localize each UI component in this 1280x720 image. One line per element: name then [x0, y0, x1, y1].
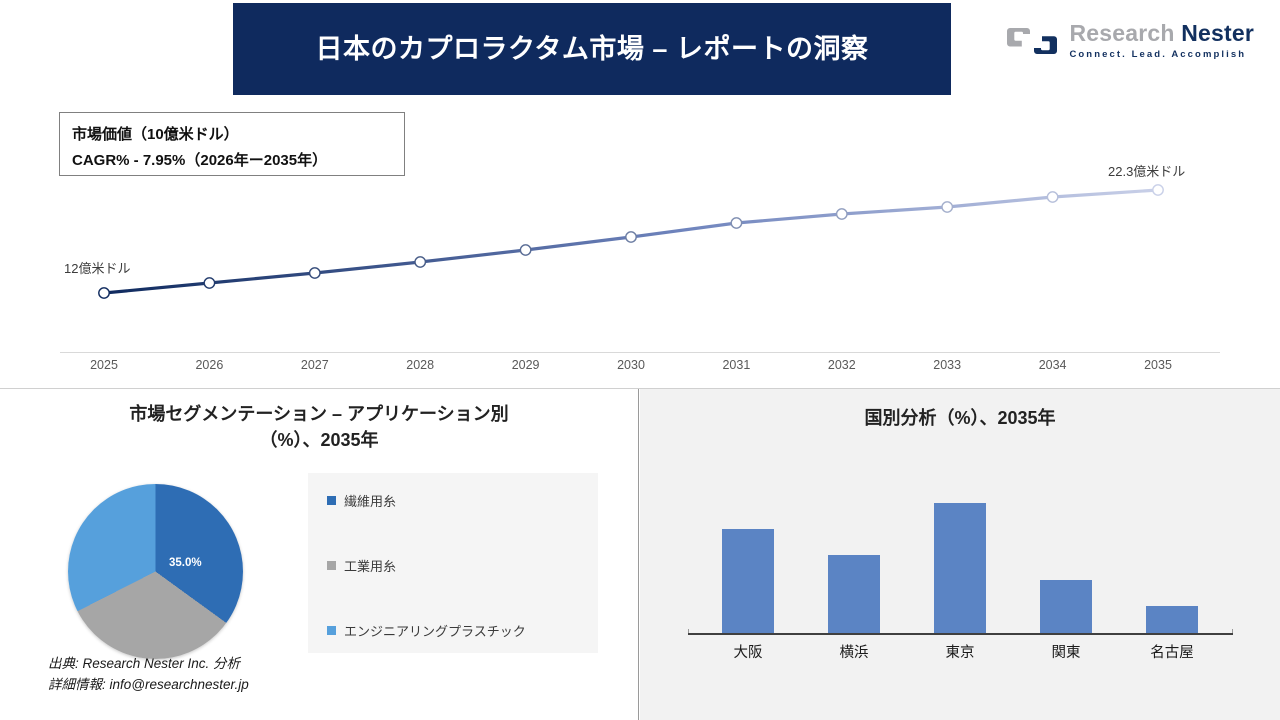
country-analysis-title: 国別分析（%）、2035年 — [864, 408, 1056, 428]
source-line: 出典: Research Nester Inc. 分析 — [48, 656, 241, 671]
line-data-point — [1152, 184, 1164, 196]
market-value-line-chart: 12億米ドル 22.3億米ドル 2025 2026 2027 2028 2029 2030… — [0, 150, 1280, 380]
line-data-point — [98, 287, 110, 299]
line-chart-x-tick: 2032 — [827, 358, 856, 372]
logo-word-nester: Nester — [1181, 20, 1254, 46]
line-chart-x-tick: 2031 — [722, 358, 751, 372]
pie-shape — [68, 484, 243, 659]
line-end-annotation: 22.3億米ドル — [1108, 164, 1186, 179]
line-data-point — [625, 231, 637, 243]
bar-chart-x-tick-labels: 大阪 横浜 東京 関東 名古屋 — [695, 641, 1225, 665]
header-banner: 日本のカプロラクタム市場 – レポートの洞察 — [233, 3, 951, 95]
bar-axis-tick-left — [688, 629, 689, 635]
line-start-annotation: 12億米ドル — [64, 261, 131, 276]
bar — [1146, 605, 1198, 634]
contact-line: 詳細情報: info@researchnester.jp — [48, 676, 249, 692]
line-data-point — [835, 208, 848, 220]
line-chart-x-tick: 2034 — [1038, 358, 1067, 372]
segmentation-title: 市場セグメンテーション – アプリケーション別 （%）、2035年 — [0, 389, 638, 453]
cagr-label: CAGR% - 7.95%（2026年ー2035年） — [72, 152, 328, 170]
vertical-divider — [638, 389, 639, 720]
source-note: 出典: Research Nester Inc. 分析 詳細情報: info@r… — [48, 654, 249, 696]
bar-chart-baseline — [688, 633, 1233, 635]
bar-chart-x-tick: 大阪 — [733, 645, 763, 661]
pie-legend-item[interactable]: 繊維用糸 — [327, 491, 396, 510]
bar — [828, 555, 880, 634]
legend-color-swatch-icon — [327, 561, 336, 570]
pie-legend-item[interactable]: エンジニアリングプラスチック — [327, 621, 526, 640]
horizontal-divider — [0, 388, 1280, 389]
segmentation-pie-chart: 35.0% — [68, 484, 268, 659]
segmentation-panel: 市場セグメンテーション – アプリケーション別 （%）、2035年 35.0% … — [0, 389, 638, 720]
line-chart-x-tick: 2026 — [195, 358, 224, 372]
legend-color-swatch-icon — [327, 626, 336, 635]
pie-legend: 繊維用糸工業用糸エンジニアリングプラスチック — [308, 473, 598, 653]
line-chart-x-tick: 2033 — [933, 358, 962, 372]
page-title: 日本のカプロラクタム市場 – レポートの洞察 — [315, 33, 869, 64]
line-data-point — [519, 244, 532, 256]
bar-chart-x-tick: 関東 — [1051, 645, 1081, 661]
bar — [722, 529, 774, 634]
line-chart-x-tick-labels: 2025 2026 2027 2028 2029 2030 2031 2032 2033 2034… — [60, 358, 1220, 380]
logo-name: Research Nester — [1069, 22, 1254, 45]
segmentation-title-line1: 市場セグメンテーション – アプリケーション別 — [129, 404, 509, 424]
line-chart-x-tick: 2028 — [406, 358, 435, 372]
logo-text: Research Nester Connect. Lead. Accomplis… — [1069, 22, 1254, 60]
line-data-point — [730, 217, 743, 229]
segmentation-title-line2: （%）、2035年 — [259, 430, 379, 451]
market-value-info-box: 市場価値（10億米ドル） CAGR% - 7.95%（2026年ー2035年） — [59, 112, 405, 176]
logo-tagline: Connect. Lead. Accomplish — [1069, 49, 1247, 60]
country-analysis-panel: 国別分析（%）、2035年 大阪 横浜 東京 関東 名古屋 — [640, 389, 1280, 720]
line-data-point — [203, 277, 216, 289]
line-chart-x-tick: 2029 — [511, 358, 540, 372]
line-chart-x-axis — [60, 352, 1220, 353]
bar — [1040, 579, 1092, 634]
bar-chart-x-tick: 名古屋 — [1150, 645, 1194, 661]
research-nester-logo-icon — [1007, 24, 1058, 58]
line-data-point — [414, 256, 427, 268]
legend-color-swatch-icon — [327, 496, 336, 505]
line-chart-x-tick: 2025 — [90, 358, 118, 372]
line-data-point — [941, 201, 954, 213]
country-bar-chart — [695, 484, 1225, 634]
bar-axis-tick-right — [1232, 629, 1233, 635]
line-data-point — [308, 267, 321, 279]
pie-legend-label: 工業用糸 — [344, 559, 397, 574]
market-value-label: 市場価値（10億米ドル） — [72, 126, 239, 143]
brand-logo: Research Nester Connect. Lead. Accomplis… — [1007, 22, 1254, 60]
pie-slice-data-label: 35.0% — [169, 557, 202, 569]
logo-word-research: Research — [1069, 20, 1175, 46]
pie-legend-item[interactable]: 工業用糸 — [327, 556, 396, 575]
bar — [934, 502, 986, 634]
line-chart-x-tick: 2027 — [300, 358, 329, 372]
line-chart-x-tick: 2030 — [617, 358, 645, 372]
pie-legend-label: エンジニアリングプラスチック — [344, 624, 526, 639]
bar-chart-x-tick: 東京 — [945, 645, 975, 661]
line-chart-x-tick: 2035 — [1144, 358, 1172, 372]
line-data-point — [1046, 191, 1059, 203]
bar-chart-x-tick: 横浜 — [839, 645, 869, 661]
pie-legend-label: 繊維用糸 — [344, 494, 397, 509]
